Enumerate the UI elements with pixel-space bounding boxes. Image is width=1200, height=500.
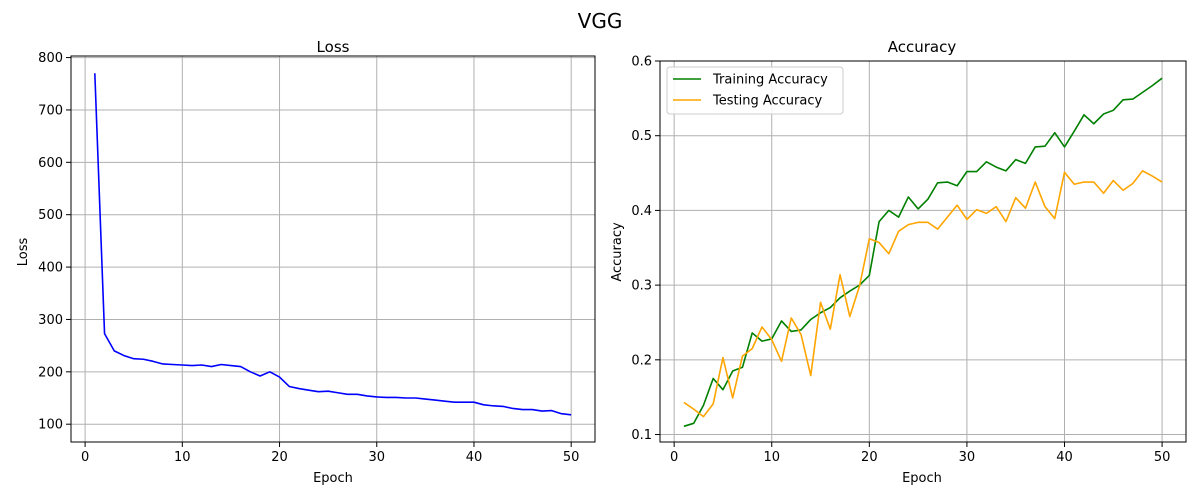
- loss-y-tick-label: 800: [38, 51, 63, 66]
- loss-plot-frame: [70, 55, 596, 443]
- accuracy-x-tick-label: 30: [959, 450, 976, 465]
- accuracy-x-tick-label: 20: [861, 450, 878, 465]
- testing-accuracy-line: [683, 170, 1163, 418]
- accuracy-x-tick-label: 50: [1154, 450, 1171, 465]
- loss-x-tick-label: 20: [271, 450, 288, 465]
- accuracy-x-tick-label: 40: [1056, 450, 1073, 465]
- accuracy-chart-title: Accuracy: [888, 38, 957, 56]
- loss-x-tick-label: 10: [174, 450, 191, 465]
- loss-x-tick-label: 30: [368, 450, 385, 465]
- loss-chart: Loss Epoch Loss 0 10 20 30 40 50 100 200 300 400 5…: [16, 38, 596, 486]
- accuracy-x-tick-label: 10: [763, 450, 780, 465]
- accuracy-y-tick-label: 0.5: [631, 129, 652, 144]
- accuracy-chart: Accuracy Epoch Accuracy 0 10 20 30 40 50 0.1 0.…: [610, 38, 1187, 486]
- loss-y-tick-label: 500: [38, 208, 63, 223]
- loss-x-tick-label: 40: [466, 450, 483, 465]
- loss-x-axis-label: Epoch: [313, 471, 353, 486]
- loss-y-tick-label: 100: [38, 418, 63, 433]
- accuracy-x-tick-label: 0: [670, 450, 678, 465]
- accuracy-plot-frame: [659, 60, 1187, 443]
- accuracy-x-axis-label: Epoch: [902, 471, 942, 486]
- loss-line: [94, 73, 572, 416]
- loss-chart-title: Loss: [317, 38, 350, 56]
- accuracy-y-axis-label: Accuracy: [610, 222, 625, 282]
- accuracy-y-tick-label: 0.1: [631, 428, 652, 443]
- accuracy-y-tick-label: 0.3: [631, 279, 652, 294]
- legend-label-testing: Testing Accuracy: [712, 94, 822, 109]
- loss-x-tick-label: 0: [81, 450, 89, 465]
- loss-y-tick-label: 400: [38, 261, 63, 276]
- accuracy-y-tick-label: 0.2: [631, 353, 652, 368]
- legend-box: [666, 66, 844, 115]
- loss-y-axis-label: Loss: [16, 238, 31, 267]
- loss-y-tick-label: 600: [38, 156, 63, 171]
- figure-title: VGG: [578, 9, 623, 33]
- loss-y-tick-label: 700: [38, 103, 63, 118]
- loss-x-tick-label: 50: [563, 450, 580, 465]
- accuracy-y-tick-label: 0.6: [631, 55, 652, 70]
- loss-y-tick-label: 200: [38, 365, 63, 380]
- accuracy-y-tick-label: 0.4: [631, 204, 652, 219]
- training-accuracy-line: [683, 77, 1163, 428]
- legend-label-training: Training Accuracy: [712, 73, 828, 88]
- accuracy-legend: Training Accuracy Testing Accuracy: [666, 66, 844, 115]
- loss-y-tick-label: 300: [38, 313, 63, 328]
